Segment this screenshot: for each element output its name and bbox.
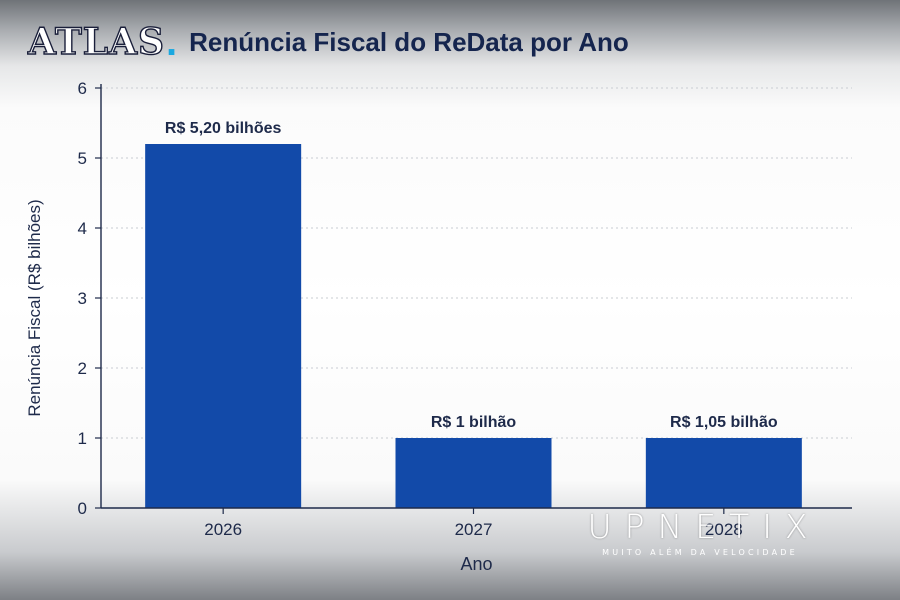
y-tick-label: 6: [78, 79, 87, 98]
axes: [95, 84, 852, 514]
data-label: R$ 1 bilhão: [431, 414, 517, 431]
x-tick-label: 2026: [204, 520, 242, 539]
upnetix-tagline: MUITO ALÉM DA VELOCIDADE: [602, 548, 798, 557]
y-tick-label: 2: [78, 359, 87, 378]
x-tick-label: 2028: [705, 520, 743, 539]
x-tick-label: 2027: [455, 520, 493, 539]
labels: 0 1 2 3 4 5 6 2026 R$ 5,20 bilhões 2027 R$ 1 bilhã…: [25, 79, 778, 574]
header: ATLAS. Renúncia Fiscal do ReData por Ano: [27, 20, 629, 64]
y-tick-label: 4: [78, 219, 87, 238]
bar: [145, 144, 302, 508]
y-tick-label: 1: [78, 429, 87, 448]
data-label: R$ 1,05 bilhão: [670, 414, 778, 431]
y-tick-label: 5: [78, 149, 87, 168]
y-axis-title: Renúncia Fiscal (R$ bilhões): [25, 199, 44, 416]
x-axis-title: Ano: [460, 554, 492, 574]
bar: [645, 438, 802, 508]
bar: [395, 438, 552, 508]
upnetix-name: UPNETIX: [587, 507, 821, 546]
bars: [145, 144, 802, 508]
chart-title: Renúncia Fiscal do ReData por Ano: [189, 26, 629, 57]
atlas-logo: ATLAS: [27, 21, 165, 63]
data-label: R$ 5,20 bilhões: [165, 120, 282, 137]
upnetix-watermark: UPNETIX MUITO ALÉM DA VELOCIDADE: [560, 507, 840, 557]
atlas-logo-dot: .: [166, 20, 178, 64]
y-tick-label: 0: [78, 499, 87, 518]
y-tick-label: 3: [78, 289, 87, 308]
